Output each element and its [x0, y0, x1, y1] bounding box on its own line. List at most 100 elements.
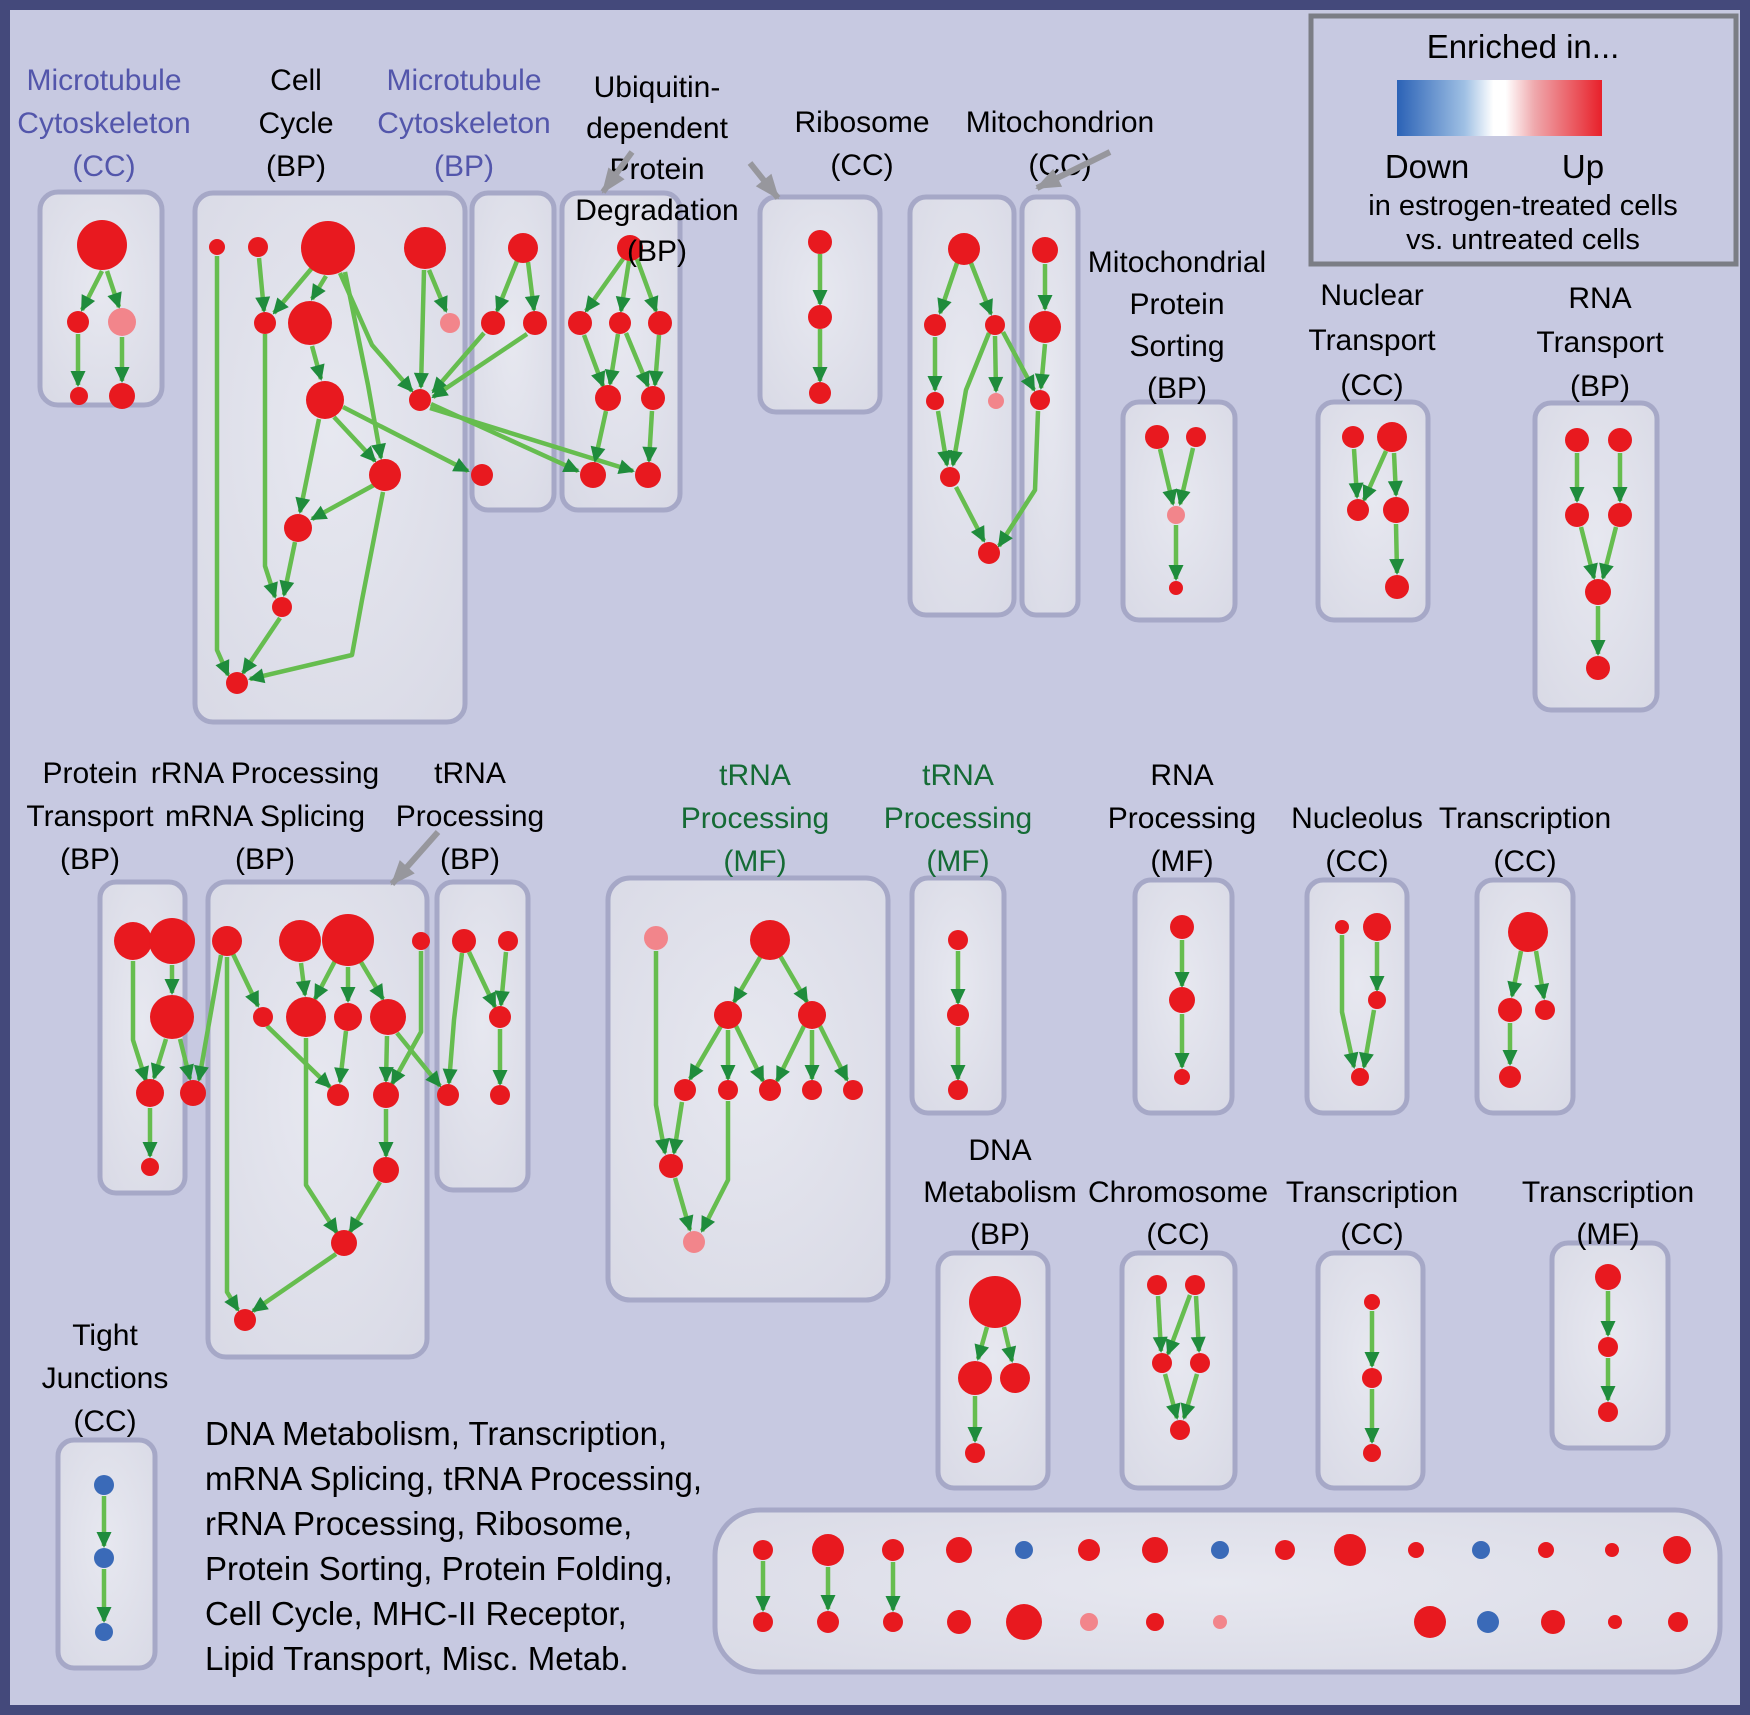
go-node-misc-cluster [1605, 1543, 1619, 1557]
go-node-cell-cycle-bp [226, 672, 248, 694]
go-node-dna-metabolism-bp [958, 1361, 992, 1395]
edge-arrow [1175, 447, 1196, 506]
go-node-chromosome-cc [1170, 1420, 1190, 1440]
edge-arrow [1152, 1295, 1168, 1353]
go-node-cell-cycle-bp [288, 301, 332, 345]
go-node-transcription-cc-mid [1535, 1000, 1555, 1020]
go-node-misc-cluster [1334, 1534, 1366, 1566]
edge-arrow [241, 616, 282, 675]
go-node-ribosome-cc [926, 392, 944, 410]
edge-arrow [413, 269, 429, 389]
go-node-ribosome-cc [924, 314, 946, 336]
edge-arrow [1348, 448, 1364, 499]
go-node-misc-cluster [1078, 1539, 1100, 1561]
group-box-chromosome-cc [1119, 1250, 1238, 1491]
go-node-trna-processing-bp [437, 1084, 459, 1106]
edge-arrow [1599, 526, 1619, 580]
group-label-nucleolus-cc: Nucleolus (CC) [1291, 802, 1423, 878]
go-node-ribosome-cc [940, 467, 960, 487]
edge-arrow [604, 333, 621, 386]
edge-arrow [313, 959, 337, 1001]
go-node-rrna-processing-mrna-splicing-bp [334, 1003, 362, 1031]
go-node-rna-transport-bp [1608, 503, 1632, 527]
go-node-mitochondrion-cc [1029, 311, 1061, 343]
edge-arrow [634, 258, 659, 313]
go-node-misc-cluster [1472, 1541, 1490, 1559]
go-node-mitochondrial-protein-sorting-bp [1186, 427, 1206, 447]
edge-arrow [817, 1024, 850, 1082]
go-node-dna-metabolism-bp [1000, 1363, 1030, 1393]
edge-arrow [494, 260, 520, 313]
go-node-trna-processing-mf-b [948, 930, 968, 950]
go-node-microtubule-cytoskeleton-cc [77, 220, 127, 270]
go-node-microtubule-cytoskeleton-bp [523, 311, 547, 335]
group-box-microtubule-cytoskeleton-cc [37, 189, 165, 408]
go-node-ubiquitin-degradation-bp-a [568, 311, 592, 335]
go-node-cell-cycle-bp [284, 514, 312, 542]
go-node-rrna-processing-mrna-splicing-bp [322, 914, 374, 966]
go-node-transcription-cc-bottom [1364, 1294, 1380, 1310]
go-node-protein-transport-bp [114, 922, 152, 960]
go-node-ubiquitin-degradation-bp-b [809, 382, 831, 404]
go-node-rrna-processing-mrna-splicing-bp [331, 1230, 357, 1256]
go-node-cell-cycle-bp [248, 237, 268, 257]
go-node-microtubule-cytoskeleton-cc [70, 387, 88, 405]
go-node-misc-cluster [1608, 1615, 1622, 1629]
go-node-protein-transport-bp [149, 918, 195, 964]
go-node-chromosome-cc [1190, 1353, 1210, 1373]
legend-caption-line2: vs. untreated cells [1406, 224, 1640, 256]
group-box-rna-transport-bp [1532, 400, 1660, 713]
edge-arrow [251, 1252, 338, 1313]
edge-arrow [584, 257, 625, 313]
go-node-transcription-cc-bottom [1363, 1444, 1381, 1462]
edge-arrow [1157, 448, 1178, 506]
go-node-mitochondrial-protein-sorting-bp [1167, 506, 1185, 524]
go-node-protein-transport-bp [180, 1080, 206, 1106]
edge-arrow [341, 404, 470, 474]
go-node-rna-processing-mf [1169, 987, 1195, 1013]
go-node-nucleolus-cc [1335, 920, 1349, 934]
go-node-trna-processing-mf-a [659, 1154, 683, 1178]
edge-arrow [642, 410, 658, 463]
go-node-cell-cycle-bp [440, 313, 460, 333]
edge-arrow [672, 1177, 694, 1232]
go-node-trna-processing-mf-a [674, 1079, 696, 1101]
go-node-misc-cluster [1541, 1610, 1565, 1634]
edge-arrow [997, 410, 1041, 548]
edge-arrow [615, 260, 632, 313]
edge-arrow [310, 274, 328, 301]
edge-arrow [954, 485, 986, 543]
go-node-cell-cycle-bp [409, 389, 431, 411]
go-node-microtubule-cytoskeleton-bp [481, 311, 505, 335]
go-node-nuclear-transport-cc [1385, 575, 1409, 599]
go-node-transcription-mf [1598, 1402, 1618, 1422]
group-label-microtubule-cytoskeleton-bp: Microtubule Cytoskeleton (BP) [377, 64, 550, 183]
go-node-rrna-processing-mrna-splicing-bp [412, 932, 430, 950]
go-node-ubiquitin-degradation-bp-a [617, 235, 643, 261]
go-node-rrna-processing-mrna-splicing-bp [373, 1157, 399, 1183]
go-node-chromosome-cc [1147, 1275, 1167, 1295]
edge-arrow [1533, 950, 1550, 1000]
go-node-misc-cluster [753, 1612, 773, 1632]
edge-arrow [334, 1030, 350, 1084]
edge-arrow [224, 957, 240, 1312]
go-node-trna-processing-bp [498, 931, 518, 951]
edge-arrow [1339, 935, 1359, 1069]
go-node-trna-processing-mf-a [843, 1080, 863, 1100]
label-pointer-arrow [389, 830, 441, 886]
edge-arrow [774, 1025, 807, 1083]
go-node-microtubule-cytoskeleton-cc [109, 383, 135, 409]
go-node-ubiquitin-degradation-bp-a [609, 312, 631, 334]
group-box-dna-metabolism-bp [935, 1250, 1051, 1491]
go-node-ubiquitin-degradation-bp-a [648, 311, 672, 335]
edge-arrow [581, 334, 606, 388]
go-node-rrna-processing-mrna-splicing-bp [234, 1309, 256, 1331]
edge-arrow [390, 951, 424, 1086]
go-node-nuclear-transport-cc [1347, 499, 1369, 521]
go-node-nuclear-transport-cc [1342, 426, 1364, 448]
go-node-transcription-mf [1598, 1337, 1618, 1357]
go-node-nuclear-transport-cc [1377, 422, 1407, 452]
edge-arrow [359, 960, 385, 1001]
go-node-trna-processing-mf-a [759, 1079, 781, 1101]
